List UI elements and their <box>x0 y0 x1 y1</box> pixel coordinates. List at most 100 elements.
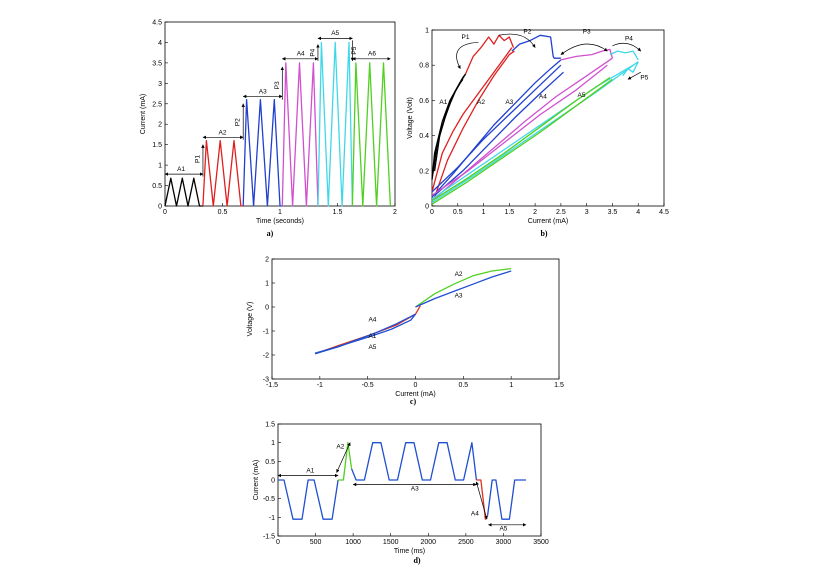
series-line-a6 <box>351 62 392 207</box>
annotation-curve <box>498 33 536 48</box>
y-tick-label: -1.5 <box>263 534 275 541</box>
y-tick-label: 2 <box>265 257 269 264</box>
plot-frame <box>431 29 665 207</box>
y-tick-label: -1 <box>269 515 275 522</box>
x-tick-label: 0 <box>276 539 280 546</box>
annotation-label: A4 <box>539 94 547 101</box>
chart-panel-1: 0 0.5 1 1.5 2 0 0.5 1 1.5 2 2.5 3 3.5 4 4.5 Time (secon… <box>140 20 397 239</box>
series-line-a5 <box>486 479 526 520</box>
annotation-label: A2 <box>336 443 344 450</box>
series-line-a3 <box>415 270 512 308</box>
annotation-label: A5 <box>368 344 376 351</box>
annotation-label: A1 <box>306 468 314 475</box>
x-axis-label: Current (mA) <box>395 391 435 398</box>
x-axis-label: Time (seconds) <box>256 218 304 225</box>
x-tick-label: 0.5 <box>218 209 228 216</box>
annotation-label: A4 <box>471 510 479 517</box>
series-line-a1 <box>278 479 339 520</box>
y-tick-label: 1.5 <box>265 422 275 429</box>
y-axis-label: Current (mA) <box>253 460 260 500</box>
annotation-label: P3 <box>583 29 591 36</box>
annotation-label: P3 <box>274 81 281 89</box>
y-tick-label: 0.4 <box>419 133 429 140</box>
annotation-arrow <box>475 481 488 520</box>
annotation-label: P2 <box>523 29 531 36</box>
series-line-a2 <box>415 267 512 308</box>
x-tick-label: 500 <box>310 539 322 546</box>
x-tick-label: 2.5 <box>556 209 566 216</box>
x-axis-label: Current (mA) <box>528 218 568 225</box>
annotation-label: A5 <box>578 92 586 99</box>
y-tick-label: 1 <box>425 28 429 35</box>
series-line-p3 <box>560 48 614 61</box>
x-tick-label: 1 <box>482 209 486 216</box>
series-line-a5 <box>431 61 639 204</box>
annotation-label: A1 <box>439 99 447 106</box>
chart-panel-4: 0 500 1000 1500 2000 2500 3000 3500 -1.5 -1 -0.5 0 0… <box>253 422 549 566</box>
y-tick-label: 1.5 <box>152 142 162 149</box>
series-line-a4b <box>431 64 608 196</box>
annotation-label: P4 <box>310 48 317 56</box>
y-axis-label: Current (mA) <box>140 94 147 134</box>
plot-frame <box>164 21 396 207</box>
annotation-label: A4 <box>368 316 376 323</box>
annotation-label: P4 <box>625 36 633 43</box>
x-tick-label: 2500 <box>458 539 474 546</box>
x-tick-label: 3 <box>585 209 589 216</box>
x-tick-label: 1 <box>509 382 513 389</box>
x-tick-label: 1.5 <box>504 209 514 216</box>
series-line-a1b <box>433 78 464 171</box>
x-tick-label: 1 <box>278 209 282 216</box>
y-tick-label: 0.8 <box>419 63 429 70</box>
series-line-p5 <box>622 61 639 77</box>
series-line-p2 <box>511 34 561 59</box>
y-tick-label: 0 <box>271 478 275 485</box>
y-axis-label: Voltage (Volt) <box>407 97 414 139</box>
y-tick-label: 4.5 <box>152 20 162 27</box>
x-tick-label: -1.5 <box>266 382 278 389</box>
series-line-a3 <box>242 99 283 207</box>
y-tick-label: 1 <box>158 163 162 170</box>
y-tick-label: 0.5 <box>152 183 162 190</box>
x-tick-label: 0.5 <box>453 209 463 216</box>
series-line-a1 <box>164 177 203 207</box>
series-line-p4 <box>609 50 639 61</box>
annotation-curve <box>612 42 642 52</box>
y-tick-label: -3 <box>263 377 269 384</box>
series-line-a5 <box>317 41 354 207</box>
x-tick-label: 2 <box>533 209 537 216</box>
y-tick-label: 1 <box>271 440 275 447</box>
annotation-label: A5 <box>331 30 339 37</box>
series-line-a3 <box>431 59 562 198</box>
annotation-label: A3 <box>455 292 463 299</box>
annotation-label: P1 <box>195 155 202 163</box>
panel-label: c) <box>410 397 417 406</box>
series-line-a4 <box>281 62 319 207</box>
annotation-label: A3 <box>411 485 419 492</box>
y-tick-label: -1 <box>263 329 269 336</box>
annotation-label: A3 <box>505 99 513 106</box>
annotation-curve <box>456 41 479 70</box>
y-tick-label: 3.5 <box>152 60 162 67</box>
x-tick-label: 0 <box>430 209 434 216</box>
series-line-a4 <box>431 57 613 202</box>
x-tick-label: 0.5 <box>458 382 468 389</box>
x-tick-label: 1000 <box>345 539 361 546</box>
x-tick-label: 4.5 <box>659 209 669 216</box>
y-tick-label: 0.2 <box>419 168 429 175</box>
series-line-a2 <box>202 139 244 207</box>
panel-label: b) <box>540 229 547 238</box>
series-line-a6b <box>431 76 611 202</box>
x-tick-label: 2 <box>393 209 397 216</box>
chart-panel-2: 0 0.5 1 1.5 2 2.5 3 3.5 4 4.5 0 0.2 0.4 0.6 0.8 1 Curren… <box>407 28 669 239</box>
annotation-label: A2 <box>219 129 227 136</box>
series-line-a5 <box>314 313 417 354</box>
y-tick-label: 0 <box>265 305 269 312</box>
y-tick-label: 3 <box>158 81 162 88</box>
annotation-label: P1 <box>462 34 470 41</box>
x-tick-label: -1 <box>317 382 323 389</box>
annotation-label: P2 <box>235 118 242 126</box>
y-tick-label: 0 <box>158 204 162 211</box>
x-tick-label: 3500 <box>533 539 549 546</box>
